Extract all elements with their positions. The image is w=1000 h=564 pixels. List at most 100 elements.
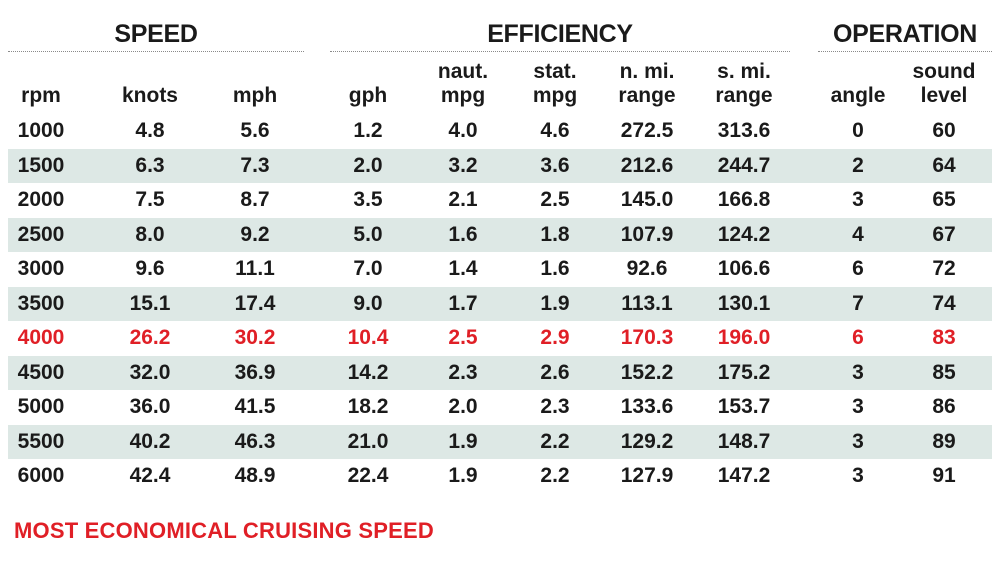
cell-n-mi-range: 212.6 (620, 153, 674, 177)
cell-sound-level: 65 (932, 188, 956, 211)
cell-mph: 7.3 (240, 153, 270, 177)
cell-mph: 8.7 (240, 188, 270, 211)
cell-gph: 22.4 (347, 464, 389, 487)
cell-gph: 21.0 (347, 429, 389, 453)
column-header-line: mph (232, 84, 278, 107)
cell-angle: 4 (852, 222, 864, 246)
cell-sound-level: 60 (932, 119, 956, 142)
column-header-line: s. mi. (717, 60, 771, 83)
cell-s-mi-range: 153.7 (717, 395, 771, 418)
group-title-efficiency: EFFICIENCY (487, 20, 633, 48)
table-row: 3000 9.6 11.1 7.0 1.4 1.6 92.6 106.6 6 72 (8, 252, 992, 287)
cell-stat-mpg: 2.2 (540, 464, 570, 487)
cell-angle: 3 (852, 360, 864, 384)
column-header-s-mi-range: s. mi. range (699, 58, 789, 108)
group-title-speed: SPEED (114, 20, 198, 48)
cell-stat-mpg: 3.6 (540, 153, 570, 177)
table-row: 5500 40.2 46.3 21.0 1.9 2.2 129.2 148.7 3 89 (8, 424, 992, 459)
cell-mph: 41.5 (234, 395, 276, 418)
column-header-line: rpm (21, 84, 61, 107)
cell-gph: 3.5 (353, 188, 383, 211)
cell-knots: 40.2 (129, 429, 171, 453)
column-header-line: mpg (532, 84, 578, 107)
cell-gph: 5.0 (353, 222, 383, 246)
cell-stat-mpg: 1.9 (540, 291, 570, 315)
cell-knots: 26.2 (129, 326, 171, 349)
cell-sound-level: 85 (932, 360, 956, 384)
cell-naut-mpg: 3.2 (448, 153, 478, 177)
cell-gph: 2.0 (353, 153, 383, 177)
group-divider-efficiency (330, 51, 790, 52)
cell-s-mi-range: 147.2 (717, 464, 771, 487)
cell-angle: 0 (852, 119, 864, 142)
cell-sound-level: 83 (932, 326, 956, 349)
cell-naut-mpg: 1.9 (448, 429, 478, 453)
column-header-naut-mpg: naut. mpg (418, 58, 508, 108)
cell-s-mi-range: 130.1 (717, 291, 771, 315)
cell-sound-level: 89 (932, 429, 956, 453)
cell-n-mi-range: 272.5 (620, 119, 674, 142)
column-header-n-mi-range: n. mi. range (602, 58, 692, 108)
cell-angle: 3 (852, 429, 864, 453)
column-header-line: level (920, 84, 968, 107)
column-header-rpm: rpm (0, 58, 86, 108)
cell-knots: 9.6 (135, 257, 165, 280)
column-header-mph: mph (210, 58, 300, 108)
table-row: 3500 15.1 17.4 9.0 1.7 1.9 113.1 130.1 7 74 (8, 286, 992, 321)
cell-mph: 17.4 (234, 291, 276, 315)
cell-s-mi-range: 175.2 (717, 360, 771, 384)
cell-n-mi-range: 145.0 (620, 188, 674, 211)
table-row: 1500 6.3 7.3 2.0 3.2 3.6 212.6 244.7 2 64 (8, 148, 992, 183)
cell-gph: 1.2 (353, 119, 383, 142)
cell-knots: 6.3 (135, 153, 165, 177)
cell-naut-mpg: 2.3 (448, 360, 478, 384)
column-header-knots: knots (105, 58, 195, 108)
column-header-line: knots (121, 84, 178, 107)
cell-rpm: 6000 (17, 464, 65, 487)
cell-mph: 9.2 (240, 222, 270, 246)
column-header-angle: angle (813, 58, 903, 108)
column-header-gph: gph (323, 58, 413, 108)
cell-n-mi-range: 170.3 (620, 326, 674, 349)
cell-sound-level: 91 (932, 464, 956, 487)
cell-n-mi-range: 152.2 (620, 360, 674, 384)
column-header-line: mpg (440, 84, 486, 107)
cell-rpm: 4000 (17, 326, 65, 349)
cell-s-mi-range: 313.6 (717, 119, 771, 142)
cell-knots: 36.0 (129, 395, 171, 418)
cell-gph: 18.2 (347, 395, 389, 418)
cell-angle: 6 (852, 326, 864, 349)
cell-angle: 3 (852, 188, 864, 211)
cell-mph: 48.9 (234, 464, 276, 487)
cell-sound-level: 67 (932, 222, 956, 246)
cell-sound-level: 64 (932, 153, 956, 177)
cell-s-mi-range: 106.6 (717, 257, 771, 280)
column-header-line: stat. (533, 60, 577, 83)
cell-s-mi-range: 244.7 (717, 153, 771, 177)
table-row: 1000 4.8 5.6 1.2 4.0 4.6 272.5 313.6 0 60 (8, 114, 992, 149)
cell-naut-mpg: 2.5 (448, 326, 478, 349)
table-row: 6000 42.4 48.9 22.4 1.9 2.2 127.9 147.2 3 91 (8, 459, 992, 494)
cell-naut-mpg: 1.6 (448, 222, 478, 246)
cell-naut-mpg: 2.0 (448, 395, 478, 418)
cell-angle: 2 (852, 153, 864, 177)
group-divider-speed (8, 51, 304, 52)
cell-angle: 7 (852, 291, 864, 315)
column-header-line: naut. (437, 60, 489, 83)
cell-knots: 7.5 (135, 188, 165, 211)
cell-naut-mpg: 1.7 (448, 291, 478, 315)
most-economical-footnote: MOST ECONOMICAL CRUISING SPEED (14, 518, 434, 543)
cell-rpm: 2000 (17, 188, 65, 211)
table-row-highlighted: 4000 26.2 30.2 10.4 2.5 2.9 170.3 196.0 6 83 (8, 321, 992, 356)
cell-stat-mpg: 2.3 (540, 395, 570, 418)
cell-rpm: 1500 (17, 153, 65, 177)
group-title-operation: OPERATION (832, 20, 978, 48)
cell-s-mi-range: 166.8 (717, 188, 771, 211)
cell-sound-level: 74 (932, 291, 956, 315)
cell-naut-mpg: 1.4 (448, 257, 478, 280)
cell-stat-mpg: 2.9 (540, 326, 570, 349)
cell-stat-mpg: 1.8 (540, 222, 570, 246)
cell-mph: 11.1 (235, 257, 275, 280)
cell-rpm: 5500 (17, 429, 65, 453)
cell-rpm: 3000 (17, 257, 65, 280)
